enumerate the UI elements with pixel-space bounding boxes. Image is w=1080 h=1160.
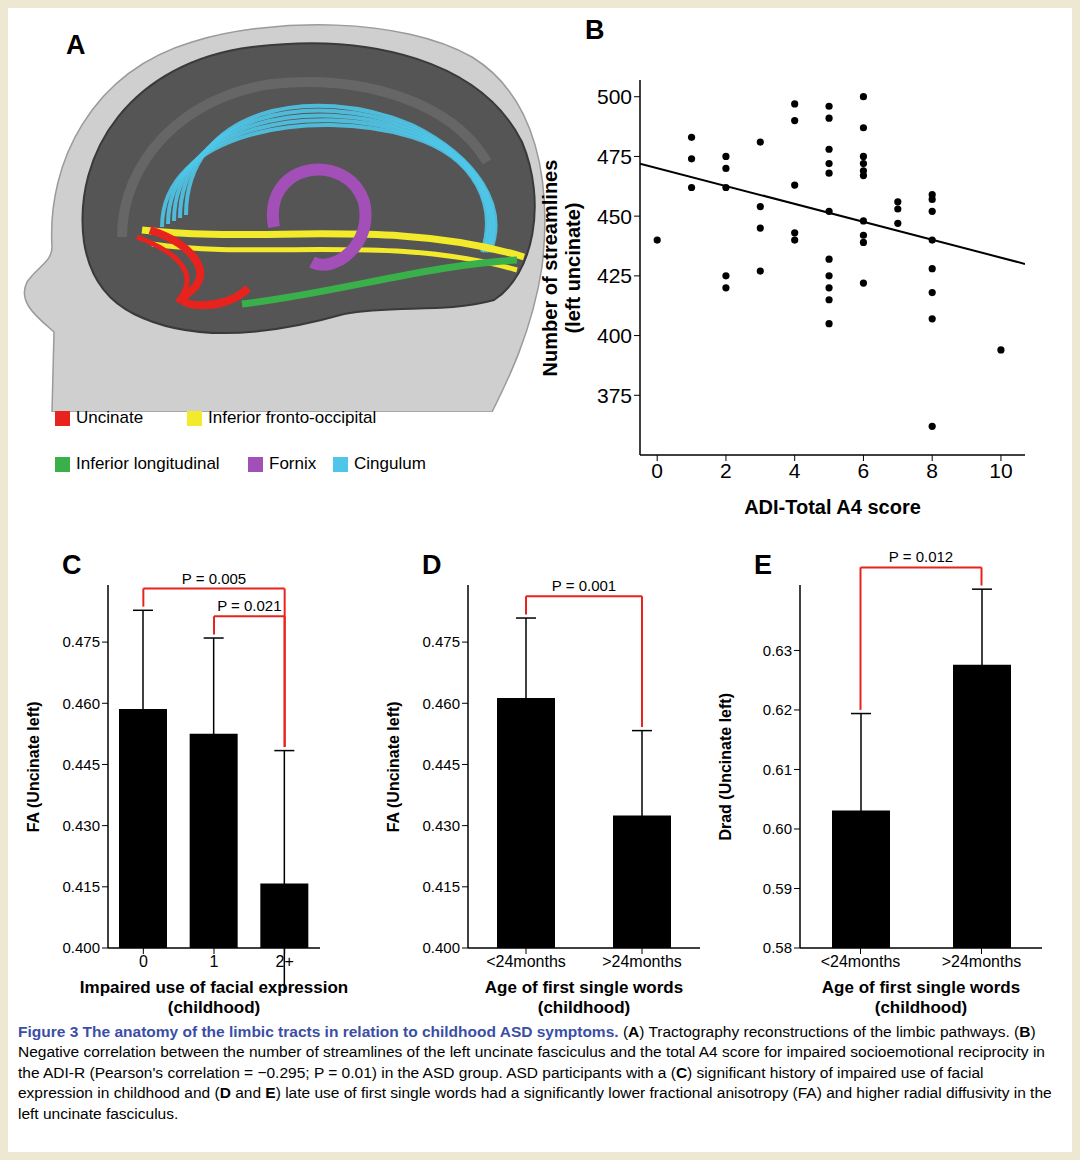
svg-text:0.415: 0.415 <box>62 878 100 895</box>
svg-text:0.58: 0.58 <box>763 939 792 956</box>
svg-text:<24months: <24months <box>821 953 901 970</box>
html-text:B: B <box>585 15 605 45</box>
svg-text:425: 425 <box>597 264 632 287</box>
html-text:D: D <box>422 550 442 580</box>
svg-text:0.400: 0.400 <box>62 939 100 956</box>
html-text:Fornix: Fornix <box>269 454 317 473</box>
html-text:ADI-Total A4 score: ADI-Total A4 score <box>744 496 921 518</box>
html-text:A: A <box>66 30 86 60</box>
svg-text:10: 10 <box>989 459 1012 482</box>
html-text:Inferior longitudinal: Inferior longitudinal <box>76 454 220 473</box>
svg-text:0.60: 0.60 <box>763 820 792 837</box>
svg-text:<24months: <24months <box>486 953 566 970</box>
html-text:Cingulum: Cingulum <box>354 454 426 473</box>
svg-text:0: 0 <box>651 459 663 482</box>
svg-text:400: 400 <box>597 324 632 347</box>
svg-text:375: 375 <box>597 384 632 407</box>
svg-text:2: 2 <box>720 459 732 482</box>
html-text:FA (Uncinate left): FA (Uncinate left) <box>384 701 402 832</box>
svg-text:6: 6 <box>858 459 870 482</box>
svg-text:0.445: 0.445 <box>422 756 460 773</box>
svg-text:P = 0.001: P = 0.001 <box>552 577 616 594</box>
svg-text:0.62: 0.62 <box>763 701 792 718</box>
svg-text:0.445: 0.445 <box>62 756 100 773</box>
html-text:FA (Uncinate left): FA (Uncinate left) <box>24 701 42 832</box>
svg-text:0.63: 0.63 <box>763 642 792 659</box>
html-text:Age of first single words (chi: Age of first single words (childhood) <box>484 978 684 1018</box>
svg-text:0: 0 <box>139 953 148 970</box>
html-text:Drad (Uncinate left): Drad (Uncinate left) <box>716 692 734 841</box>
svg-text:0.59: 0.59 <box>763 880 792 897</box>
svg-text:450: 450 <box>597 205 632 228</box>
svg-text:0.430: 0.430 <box>62 817 100 834</box>
svg-text:0.415: 0.415 <box>422 878 460 895</box>
svg-text:P = 0.012: P = 0.012 <box>889 548 953 565</box>
svg-text:500: 500 <box>597 85 632 108</box>
html-text:Number of streamlines (left un: Number of streamlines (left uncinate) <box>539 159 584 376</box>
svg-text:>24months: >24months <box>942 953 1022 970</box>
html-text:Inferior fronto-occipital: Inferior fronto-occipital <box>208 408 377 427</box>
svg-text:>24months: >24months <box>602 953 682 970</box>
svg-text:0.460: 0.460 <box>62 695 100 712</box>
html-text:Impaired use of facial express: Impaired use of facial expression (child… <box>79 978 349 1018</box>
svg-text:0.460: 0.460 <box>422 695 460 712</box>
svg-text:475: 475 <box>597 145 632 168</box>
svg-text:1: 1 <box>210 953 219 970</box>
html-text:Uncinate: Uncinate <box>76 408 144 427</box>
svg-text:P = 0.021: P = 0.021 <box>217 597 281 614</box>
html-text:E: E <box>754 550 772 580</box>
svg-text:0.61: 0.61 <box>763 761 792 778</box>
svg-text:P = 0.005: P = 0.005 <box>182 570 246 587</box>
svg-text:0.475: 0.475 <box>62 633 100 650</box>
svg-text:0.430: 0.430 <box>422 817 460 834</box>
svg-text:4: 4 <box>789 459 801 482</box>
html-text:Age of first single words (chi: Age of first single words (childhood) <box>821 978 1021 1018</box>
svg-text:0.400: 0.400 <box>422 939 460 956</box>
html-text:C: C <box>62 550 82 580</box>
svg-text:2+: 2+ <box>276 953 294 970</box>
html-text:Figure 3 The anatomy of the li: Figure 3 The anatomy of the limbic tract… <box>18 1023 1052 1122</box>
svg-text:8: 8 <box>926 459 938 482</box>
svg-text:0.475: 0.475 <box>422 633 460 650</box>
